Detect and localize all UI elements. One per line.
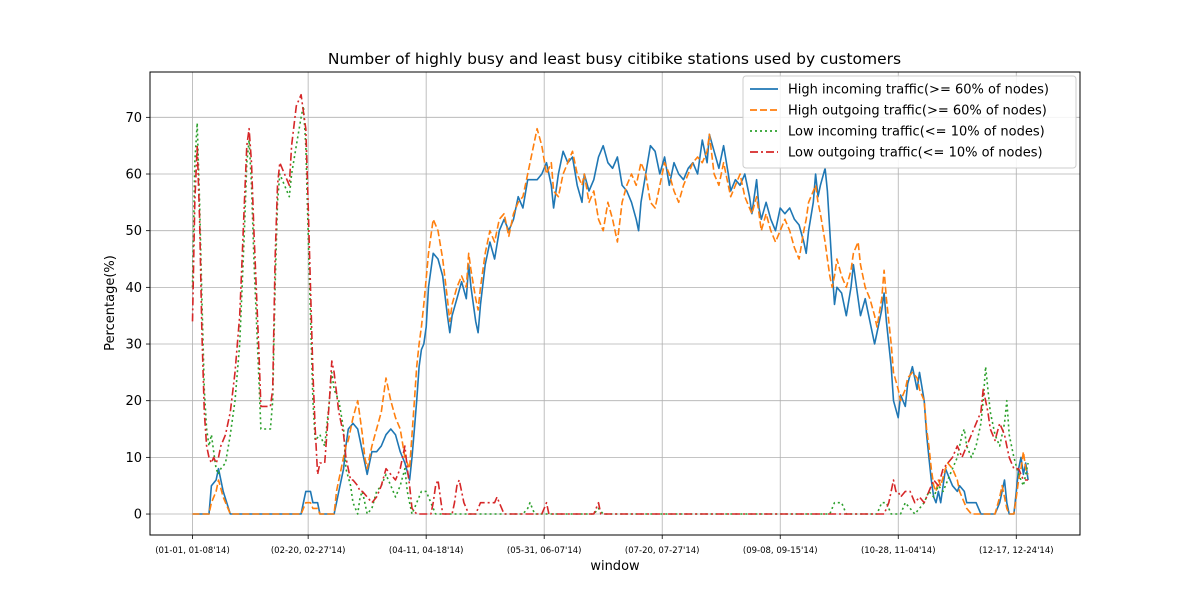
x-tick-label: (01-01, 01-08'14) (155, 546, 230, 556)
plot-frame (149, 71, 1081, 536)
y-tick-label: 70 (125, 111, 142, 126)
series-line-1 (192, 133, 1029, 515)
chart-title: Number of highly busy and least busy cit… (328, 50, 901, 68)
series-line-3 (191, 105, 1029, 515)
legend-box (742, 75, 1077, 169)
legend: High incoming traffic(>= 60% of nodes) Hi… (742, 75, 1077, 169)
y-tick-label: 60 (125, 168, 142, 183)
x-axis-label: window (590, 559, 640, 574)
legend-label: High incoming traffic(>= 60% of nodes) (788, 83, 1049, 98)
series-line-4 (191, 93, 1029, 515)
y-tick-label: 20 (125, 394, 142, 409)
y-axis-label: Percentage(%) (103, 255, 118, 351)
x-tick-label: (04-11, 04-18'14) (389, 546, 464, 556)
x-tick-label: (12-17, 12-24'14) (979, 546, 1054, 556)
series-group (191, 93, 1029, 515)
x-tick-label: (05-31, 06-07'14) (507, 546, 582, 556)
legend-label: Low outgoing traffic(<= 10% of nodes) (788, 146, 1043, 161)
x-tick-label: (09-08, 09-15'14) (743, 546, 818, 556)
legend-label: High outgoing traffic(>= 60% of nodes) (788, 104, 1047, 119)
axes: 0 10 20 30 40 50 60 70 (01-01, 01-08'14) (02-20, … (125, 111, 1053, 556)
y-tick-label: 10 (125, 451, 142, 466)
y-tick-label: 0 (134, 508, 142, 523)
x-tick-label: (10-28, 11-04'14) (861, 546, 936, 556)
y-tick-label: 40 (125, 281, 142, 296)
y-tick-label: 50 (125, 224, 142, 239)
series-line-2 (192, 127, 1029, 515)
legend-label: Low incoming traffic(<= 10% of nodes) (788, 125, 1045, 140)
y-tick-label: 30 (125, 338, 142, 353)
x-tick-label: (07-20, 07-27'14) (625, 546, 700, 556)
x-tick-label: (02-20, 02-27'14) (271, 546, 346, 556)
